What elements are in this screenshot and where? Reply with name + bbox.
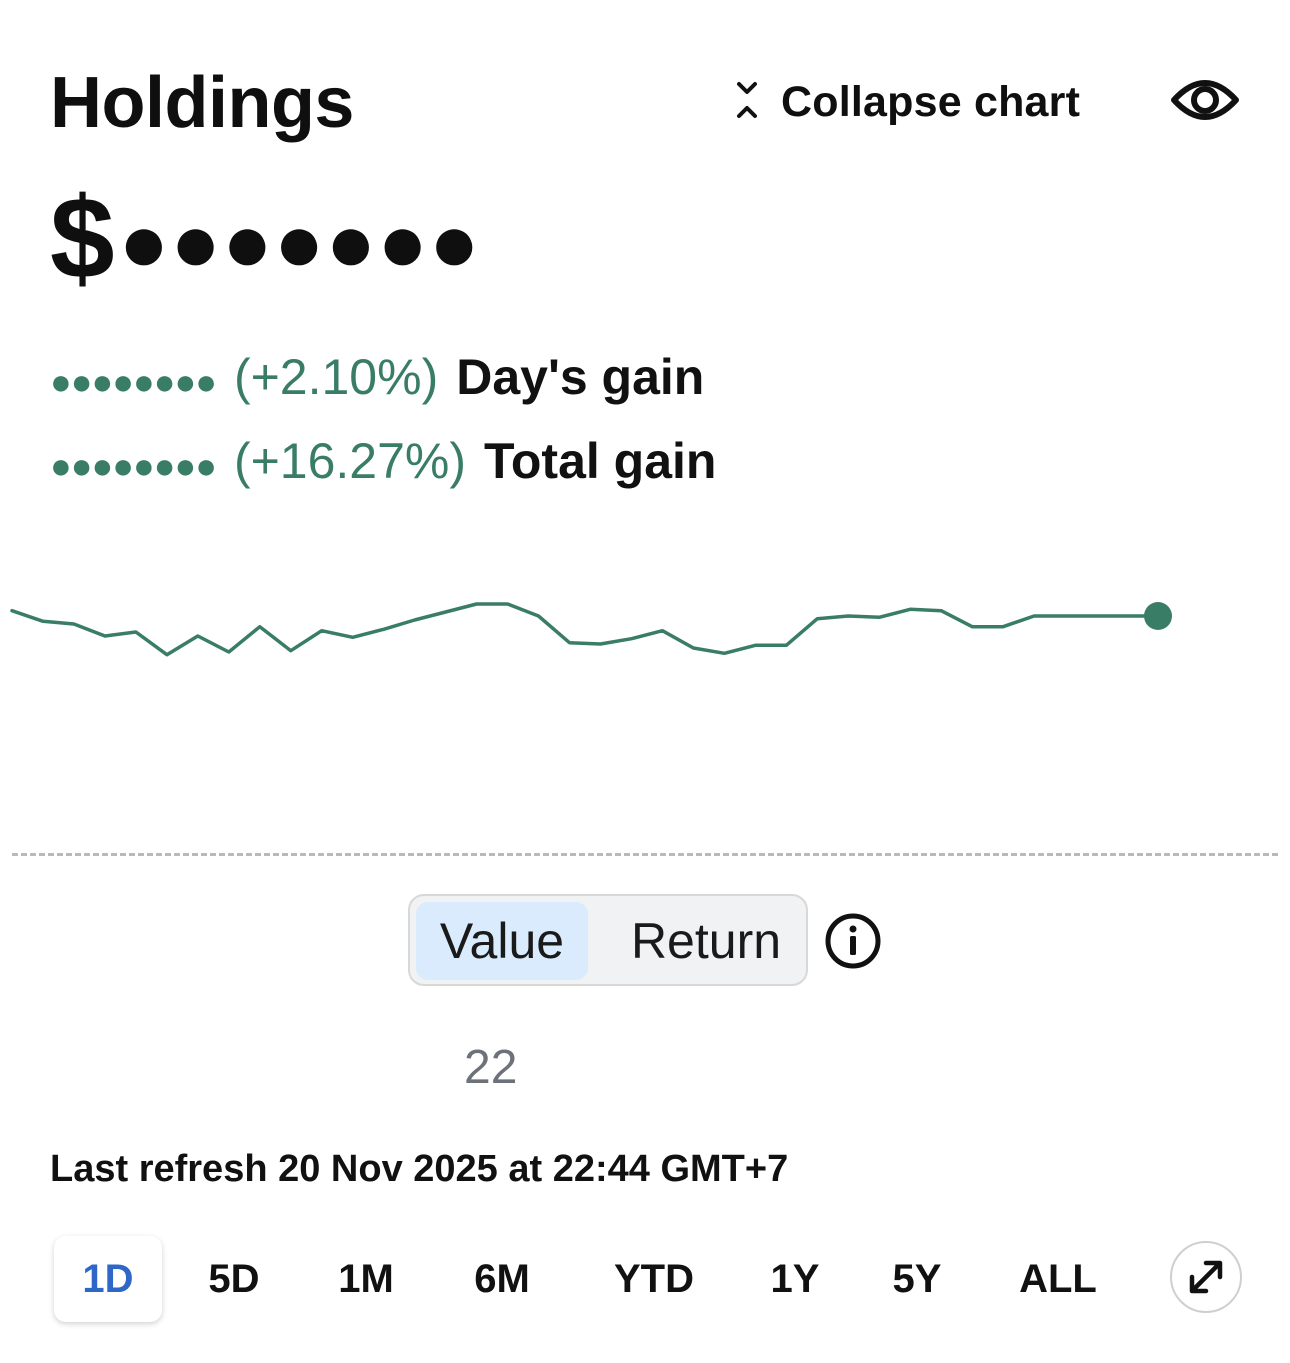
value-return-toggle: Value Return — [408, 894, 808, 986]
collapse-chart-label: Collapse chart — [781, 78, 1081, 126]
chart-series-line — [10, 602, 1160, 657]
time-range-selector: 1D 5D 1M 6M YTD 1Y 5Y ALL — [50, 1236, 1160, 1322]
range-ytd[interactable]: YTD — [614, 1256, 694, 1301]
toggle-return-option[interactable]: Return — [616, 902, 796, 980]
chart-baseline-divider — [12, 853, 1278, 856]
range-1m[interactable]: 1M — [338, 1256, 394, 1301]
range-1d[interactable]: 1D — [54, 1236, 162, 1322]
portfolio-balance: $ ●●●●●●● — [50, 180, 481, 296]
days-gain-masked-value: ●●●●●●●● — [50, 361, 217, 402]
expand-chart-button[interactable] — [1170, 1241, 1242, 1313]
range-1y[interactable]: 1Y — [770, 1256, 820, 1301]
total-gain-row: ●●●●●●●● (+16.27%) Total gain — [50, 432, 716, 490]
page-title: Holdings — [50, 63, 354, 143]
toggle-visibility-button[interactable] — [1170, 70, 1240, 135]
range-6m[interactable]: 6M — [474, 1256, 530, 1301]
collapse-chart-button[interactable]: Collapse chart — [735, 78, 1080, 127]
days-gain-label: Day's gain — [456, 349, 705, 405]
days-gain-row: ●●●●●●●● (+2.10%) Day's gain — [50, 348, 704, 406]
expand-icon — [1189, 1260, 1223, 1294]
total-gain-percent: (+16.27%) — [233, 433, 467, 489]
last-refresh-text: Last refresh 20 Nov 2025 at 22:44 GMT+7 — [50, 1148, 789, 1190]
info-button[interactable] — [824, 912, 882, 975]
info-icon — [825, 913, 881, 969]
range-5d[interactable]: 5D — [208, 1256, 260, 1301]
pager-indicator: 22 — [464, 1041, 518, 1094]
range-all[interactable]: ALL — [1016, 1236, 1100, 1322]
days-gain-percent: (+2.10%) — [233, 349, 439, 405]
range-5y[interactable]: 5Y — [892, 1256, 942, 1301]
toggle-value-option[interactable]: Value — [416, 902, 588, 980]
masked-balance: ●●●●●●● — [118, 195, 481, 289]
collapse-arrows-icon — [735, 80, 759, 125]
eye-icon — [1171, 80, 1239, 120]
total-gain-label: Total gain — [484, 433, 717, 489]
currency-symbol: $ — [50, 173, 115, 303]
chart-last-point-marker — [1144, 602, 1172, 630]
total-gain-masked-value: ●●●●●●●● — [50, 445, 217, 486]
holdings-line-chart[interactable] — [0, 560, 1290, 760]
